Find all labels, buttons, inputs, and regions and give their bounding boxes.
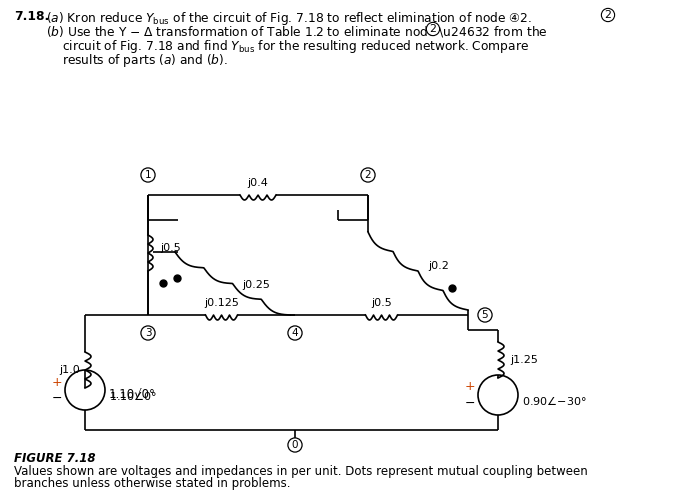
Text: j1.0: j1.0 [59,365,80,375]
Text: branches unless otherwise stated in problems.: branches unless otherwise stated in prob… [14,477,290,490]
Text: FIGURE 7.18: FIGURE 7.18 [14,452,95,465]
Text: 3: 3 [145,328,152,338]
Text: Values shown are voltages and impedances in per unit. Dots represent mutual coup: Values shown are voltages and impedances… [14,465,588,478]
Text: results of parts $(a)$ and $(b)$.: results of parts $(a)$ and $(b)$. [62,52,228,69]
Text: $0.90\angle{-30°}$: $0.90\angle{-30°}$ [522,393,587,407]
Text: 1: 1 [145,170,152,180]
Text: −: − [52,392,62,405]
Text: 2: 2 [364,170,371,180]
Text: 0: 0 [292,440,299,450]
Text: 2: 2 [605,10,611,20]
Text: +: + [52,375,62,389]
Text: +: + [464,381,475,393]
Text: 1.10√0°: 1.10√0° [109,389,156,401]
Text: j0.25: j0.25 [243,280,271,291]
Text: j0.2: j0.2 [428,261,449,271]
Text: −: − [464,396,475,410]
Text: j0.5: j0.5 [160,243,181,253]
Text: j0.4: j0.4 [248,178,269,188]
Text: j0.125: j0.125 [204,298,239,308]
Text: 4: 4 [292,328,299,338]
Text: j1.25: j1.25 [510,355,538,365]
Text: 5: 5 [481,310,488,320]
Text: j0.5: j0.5 [371,298,392,308]
Text: 2: 2 [430,24,437,34]
Text: 7.18.: 7.18. [14,10,49,23]
Text: circuit of Fig. 7.18 and find $Y_{\mathrm{bus}}$ for the resulting reduced netwo: circuit of Fig. 7.18 and find $Y_{\mathr… [62,38,529,55]
Text: $(a)$ Kron reduce $Y_{\mathrm{bus}}$ of the circuit of Fig. 7.18 to reflect elim: $(a)$ Kron reduce $Y_{\mathrm{bus}}$ of … [46,10,532,27]
Text: $1.10\angle 0°$: $1.10\angle 0°$ [109,389,157,401]
Text: $(b)$ Use the Y $-$ $\Delta$ transformation of Table 1.2 to eliminate node \u246: $(b)$ Use the Y $-$ $\Delta$ transformat… [46,24,547,39]
